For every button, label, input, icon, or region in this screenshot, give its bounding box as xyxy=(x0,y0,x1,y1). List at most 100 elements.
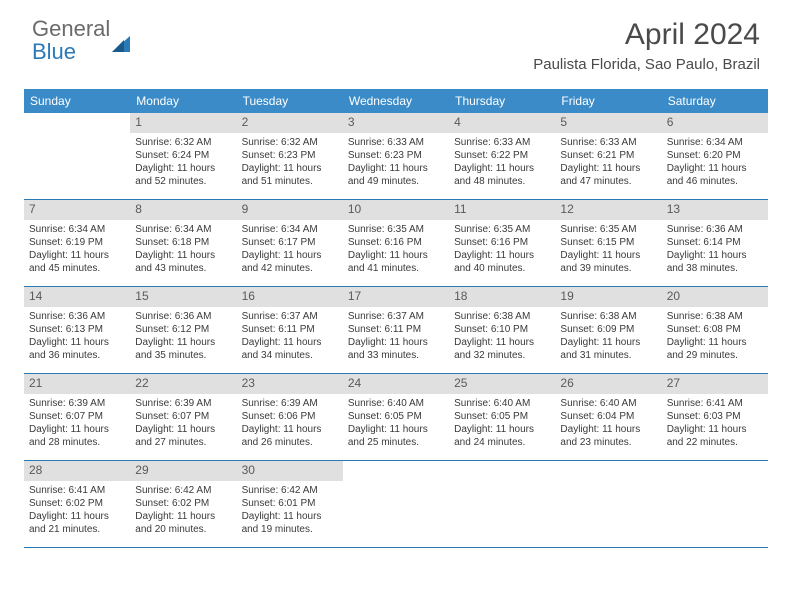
sunrise-line: Sunrise: 6:33 AM xyxy=(454,136,550,149)
day-number: 29 xyxy=(130,461,236,481)
day-number: 23 xyxy=(237,374,343,394)
day-number: 28 xyxy=(24,461,130,481)
day-number: 2 xyxy=(237,113,343,133)
calendar-day-cell: 3Sunrise: 6:33 AMSunset: 6:23 PMDaylight… xyxy=(343,113,449,199)
day-content: Sunrise: 6:35 AMSunset: 6:15 PMDaylight:… xyxy=(555,220,661,280)
day-number: 26 xyxy=(555,374,661,394)
logo-text-gray: General xyxy=(32,16,110,41)
day-number: 17 xyxy=(343,287,449,307)
daylight-line: Daylight: 11 hours and 29 minutes. xyxy=(667,336,763,362)
sunset-line: Sunset: 6:18 PM xyxy=(135,236,231,249)
calendar-empty-cell xyxy=(343,461,449,547)
sunrise-line: Sunrise: 6:39 AM xyxy=(29,397,125,410)
day-content: Sunrise: 6:35 AMSunset: 6:16 PMDaylight:… xyxy=(343,220,449,280)
daylight-line: Daylight: 11 hours and 33 minutes. xyxy=(348,336,444,362)
day-number: 24 xyxy=(343,374,449,394)
daylight-line: Daylight: 11 hours and 51 minutes. xyxy=(242,162,338,188)
daylight-line: Daylight: 11 hours and 46 minutes. xyxy=(667,162,763,188)
sunset-line: Sunset: 6:13 PM xyxy=(29,323,125,336)
sunset-line: Sunset: 6:01 PM xyxy=(242,497,338,510)
sunrise-line: Sunrise: 6:42 AM xyxy=(135,484,231,497)
calendar-row: 7Sunrise: 6:34 AMSunset: 6:19 PMDaylight… xyxy=(24,200,768,287)
logo-text-block: General Blue xyxy=(32,18,110,64)
calendar-row: 1Sunrise: 6:32 AMSunset: 6:24 PMDaylight… xyxy=(24,113,768,200)
weekday-header-cell: Sunday xyxy=(24,89,130,113)
location: Paulista Florida, Sao Paulo, Brazil xyxy=(533,56,760,73)
sunrise-line: Sunrise: 6:38 AM xyxy=(560,310,656,323)
day-content: Sunrise: 6:34 AMSunset: 6:20 PMDaylight:… xyxy=(662,133,768,193)
day-content: Sunrise: 6:40 AMSunset: 6:05 PMDaylight:… xyxy=(449,394,555,454)
sunset-line: Sunset: 6:07 PM xyxy=(135,410,231,423)
sunset-line: Sunset: 6:24 PM xyxy=(135,149,231,162)
daylight-line: Daylight: 11 hours and 25 minutes. xyxy=(348,423,444,449)
day-content: Sunrise: 6:39 AMSunset: 6:07 PMDaylight:… xyxy=(24,394,130,454)
sunset-line: Sunset: 6:06 PM xyxy=(242,410,338,423)
logo-sail-icon xyxy=(110,30,136,56)
calendar-day-cell: 7Sunrise: 6:34 AMSunset: 6:19 PMDaylight… xyxy=(24,200,130,286)
day-content: Sunrise: 6:36 AMSunset: 6:13 PMDaylight:… xyxy=(24,307,130,367)
sunset-line: Sunset: 6:23 PM xyxy=(348,149,444,162)
header: General Blue April 2024 Paulista Florida… xyxy=(0,0,792,77)
calendar-empty-cell xyxy=(24,113,130,199)
day-content: Sunrise: 6:32 AMSunset: 6:24 PMDaylight:… xyxy=(130,133,236,193)
title-block: April 2024 Paulista Florida, Sao Paulo, … xyxy=(533,18,760,73)
calendar-day-cell: 16Sunrise: 6:37 AMSunset: 6:11 PMDayligh… xyxy=(237,287,343,373)
calendar-day-cell: 13Sunrise: 6:36 AMSunset: 6:14 PMDayligh… xyxy=(662,200,768,286)
daylight-line: Daylight: 11 hours and 38 minutes. xyxy=(667,249,763,275)
day-content: Sunrise: 6:38 AMSunset: 6:09 PMDaylight:… xyxy=(555,307,661,367)
sunset-line: Sunset: 6:22 PM xyxy=(454,149,550,162)
calendar-day-cell: 6Sunrise: 6:34 AMSunset: 6:20 PMDaylight… xyxy=(662,113,768,199)
calendar-day-cell: 4Sunrise: 6:33 AMSunset: 6:22 PMDaylight… xyxy=(449,113,555,199)
sunrise-line: Sunrise: 6:37 AM xyxy=(348,310,444,323)
day-content: Sunrise: 6:34 AMSunset: 6:18 PMDaylight:… xyxy=(130,220,236,280)
day-content: Sunrise: 6:41 AMSunset: 6:03 PMDaylight:… xyxy=(662,394,768,454)
day-number: 8 xyxy=(130,200,236,220)
day-number: 11 xyxy=(449,200,555,220)
calendar-empty-cell xyxy=(662,461,768,547)
sunset-line: Sunset: 6:14 PM xyxy=(667,236,763,249)
daylight-line: Daylight: 11 hours and 35 minutes. xyxy=(135,336,231,362)
sunrise-line: Sunrise: 6:40 AM xyxy=(560,397,656,410)
day-number: 9 xyxy=(237,200,343,220)
sunset-line: Sunset: 6:16 PM xyxy=(454,236,550,249)
day-number: 20 xyxy=(662,287,768,307)
day-number: 4 xyxy=(449,113,555,133)
logo-text-blue: Blue xyxy=(32,39,76,64)
weekday-header-cell: Thursday xyxy=(449,89,555,113)
calendar-day-cell: 18Sunrise: 6:38 AMSunset: 6:10 PMDayligh… xyxy=(449,287,555,373)
day-number: 22 xyxy=(130,374,236,394)
daylight-line: Daylight: 11 hours and 19 minutes. xyxy=(242,510,338,536)
sunset-line: Sunset: 6:16 PM xyxy=(348,236,444,249)
weekday-header-cell: Tuesday xyxy=(237,89,343,113)
day-number: 10 xyxy=(343,200,449,220)
sunset-line: Sunset: 6:21 PM xyxy=(560,149,656,162)
calendar-day-cell: 14Sunrise: 6:36 AMSunset: 6:13 PMDayligh… xyxy=(24,287,130,373)
weekday-header-cell: Saturday xyxy=(662,89,768,113)
day-content: Sunrise: 6:39 AMSunset: 6:07 PMDaylight:… xyxy=(130,394,236,454)
calendar-day-cell: 25Sunrise: 6:40 AMSunset: 6:05 PMDayligh… xyxy=(449,374,555,460)
sunrise-line: Sunrise: 6:32 AM xyxy=(135,136,231,149)
day-content: Sunrise: 6:41 AMSunset: 6:02 PMDaylight:… xyxy=(24,481,130,541)
sunset-line: Sunset: 6:05 PM xyxy=(454,410,550,423)
sunset-line: Sunset: 6:11 PM xyxy=(242,323,338,336)
calendar-day-cell: 5Sunrise: 6:33 AMSunset: 6:21 PMDaylight… xyxy=(555,113,661,199)
calendar-day-cell: 23Sunrise: 6:39 AMSunset: 6:06 PMDayligh… xyxy=(237,374,343,460)
daylight-line: Daylight: 11 hours and 43 minutes. xyxy=(135,249,231,275)
calendar-day-cell: 10Sunrise: 6:35 AMSunset: 6:16 PMDayligh… xyxy=(343,200,449,286)
daylight-line: Daylight: 11 hours and 31 minutes. xyxy=(560,336,656,362)
sunrise-line: Sunrise: 6:36 AM xyxy=(135,310,231,323)
daylight-line: Daylight: 11 hours and 40 minutes. xyxy=(454,249,550,275)
calendar-day-cell: 26Sunrise: 6:40 AMSunset: 6:04 PMDayligh… xyxy=(555,374,661,460)
day-content: Sunrise: 6:38 AMSunset: 6:10 PMDaylight:… xyxy=(449,307,555,367)
day-content: Sunrise: 6:37 AMSunset: 6:11 PMDaylight:… xyxy=(237,307,343,367)
calendar-day-cell: 21Sunrise: 6:39 AMSunset: 6:07 PMDayligh… xyxy=(24,374,130,460)
daylight-line: Daylight: 11 hours and 42 minutes. xyxy=(242,249,338,275)
weekday-header-cell: Friday xyxy=(555,89,661,113)
day-number: 1 xyxy=(130,113,236,133)
weekday-header-cell: Monday xyxy=(130,89,236,113)
daylight-line: Daylight: 11 hours and 34 minutes. xyxy=(242,336,338,362)
daylight-line: Daylight: 11 hours and 39 minutes. xyxy=(560,249,656,275)
sunset-line: Sunset: 6:04 PM xyxy=(560,410,656,423)
day-content: Sunrise: 6:33 AMSunset: 6:22 PMDaylight:… xyxy=(449,133,555,193)
sunset-line: Sunset: 6:19 PM xyxy=(29,236,125,249)
